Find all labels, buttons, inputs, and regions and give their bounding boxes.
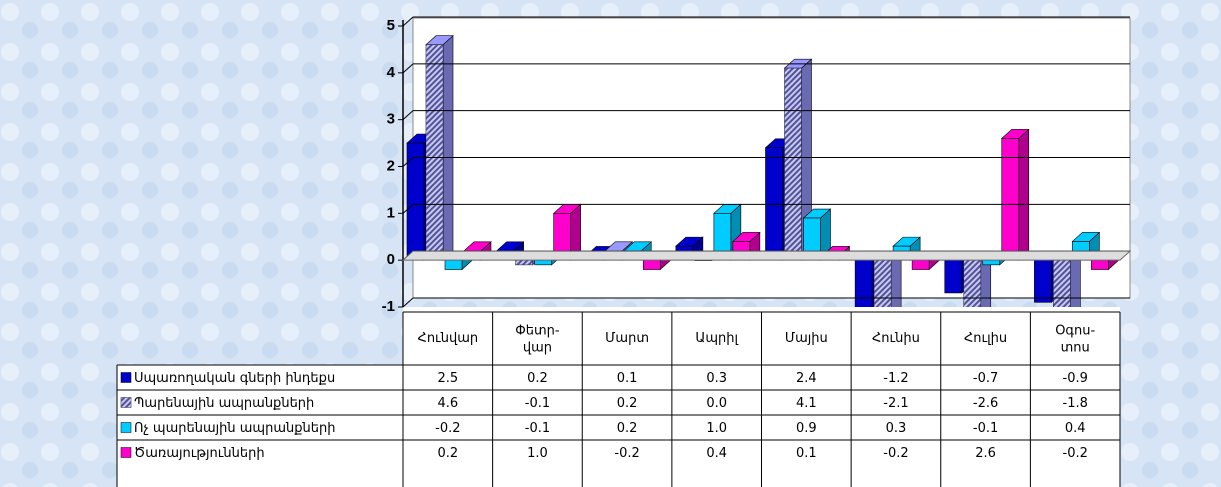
- bar: [552, 203, 582, 261]
- data-label: 0.9: [796, 421, 817, 436]
- x-tick-label: Հուլիս: [964, 331, 1007, 346]
- data-label: -0.2: [883, 446, 908, 461]
- x-tick-label: Հունվար: [418, 331, 479, 346]
- bar: [1000, 128, 1030, 261]
- bar-tint: [515, 260, 533, 265]
- bar-shade: [1018, 129, 1029, 261]
- data-label: 1.0: [706, 421, 727, 436]
- bar: [783, 58, 813, 261]
- y-tick-label: 5: [387, 17, 395, 34]
- x-tick-label: Մայիս: [785, 331, 828, 346]
- data-label: 4.6: [437, 396, 458, 411]
- x-tick-label: Օգոս-տոս: [1055, 323, 1095, 355]
- legend-swatch: [120, 372, 132, 383]
- bar-shade: [891, 251, 902, 307]
- data-label: 0.4: [706, 446, 727, 461]
- bar-front: [1091, 259, 1109, 270]
- bar-front: [1034, 259, 1052, 303]
- data-label: -1.8: [1063, 396, 1088, 411]
- data-label: 0.1: [796, 446, 817, 461]
- x-tick-label: Մարտ: [605, 331, 649, 346]
- y-tick-label: 4: [387, 64, 396, 81]
- bar-front: [982, 259, 1001, 266]
- data-label: 0.2: [437, 446, 458, 461]
- data-label: 0.3: [706, 371, 727, 386]
- legend-label: Սպառողական գների ինդեքս: [134, 371, 335, 386]
- bar: [873, 250, 902, 307]
- legend-label: Ծառայությունների: [134, 446, 265, 461]
- bar-tint: [1053, 260, 1071, 307]
- bar-tint: [426, 44, 443, 261]
- data-label: -0.2: [1063, 446, 1088, 461]
- data-label: 1.0: [527, 446, 548, 461]
- data-label: -0.1: [973, 421, 998, 436]
- legend-label: Ոչ պարենային ապրանքների: [134, 421, 335, 436]
- data-label: -0.1: [525, 396, 550, 411]
- bar-front: [444, 259, 463, 270]
- data-label: 0.3: [886, 421, 907, 436]
- data-label: 2.4: [796, 371, 817, 386]
- y-tick-label: 0: [387, 251, 395, 268]
- bar-tint: [963, 260, 981, 307]
- data-label: 0.2: [527, 371, 548, 386]
- data-label: 0.4: [1065, 421, 1086, 436]
- bar-shade: [570, 204, 581, 261]
- data-label: 2.6: [975, 446, 996, 461]
- bar-front: [534, 259, 552, 266]
- data-label: 0.2: [617, 396, 638, 411]
- data-label: -1.2: [883, 371, 908, 386]
- bar-front: [642, 259, 661, 270]
- bar-tint: [784, 68, 802, 261]
- y-tick-label: -1: [382, 298, 395, 315]
- bar: [802, 208, 832, 261]
- bar-front: [1001, 138, 1020, 261]
- bar: [425, 35, 454, 261]
- x-tick-label: Փետր-վար: [515, 323, 560, 355]
- data-label: 0.1: [617, 371, 638, 386]
- y-tick-label: 1: [387, 204, 395, 221]
- legend-swatch: [120, 447, 132, 458]
- data-label: -0.1: [525, 421, 550, 436]
- data-label: -0.2: [614, 446, 639, 461]
- bar-front: [911, 259, 930, 270]
- bar-shade: [820, 209, 831, 261]
- floor: [401, 250, 1132, 261]
- data-label: 0.2: [617, 421, 638, 436]
- data-label: -2.6: [973, 396, 998, 411]
- grid-line: [402, 63, 414, 74]
- x-tick-label: Հունիս: [872, 331, 920, 346]
- legend-label: Պարենային ապրանքների: [134, 396, 314, 411]
- grid-line: [402, 16, 414, 27]
- data-label: -0.7: [973, 371, 998, 386]
- data-label: 4.1: [796, 396, 817, 411]
- legend-swatch: [120, 422, 132, 433]
- legend-tint: [121, 397, 131, 408]
- data-label: 2.5: [437, 371, 458, 386]
- grid-line: [402, 297, 414, 308]
- bar-shade: [801, 59, 812, 261]
- legend-bg: [117, 365, 403, 487]
- bar-shade: [443, 35, 453, 261]
- data-label: -2.1: [883, 396, 908, 411]
- x-tick-label: Ապրիլ: [695, 331, 738, 346]
- bar-shade: [1070, 251, 1081, 307]
- data-label: -0.9: [1063, 371, 1088, 386]
- grid-line: [402, 203, 414, 214]
- y-tick-label: 3: [387, 111, 395, 128]
- y-tick-label: 2: [387, 157, 395, 174]
- data-label: 0.0: [706, 396, 727, 411]
- data-label: -0.2: [435, 421, 460, 436]
- bar-tint: [874, 260, 892, 307]
- bar-front: [944, 259, 963, 294]
- grid-line: [402, 157, 414, 167]
- grid-line: [402, 110, 414, 121]
